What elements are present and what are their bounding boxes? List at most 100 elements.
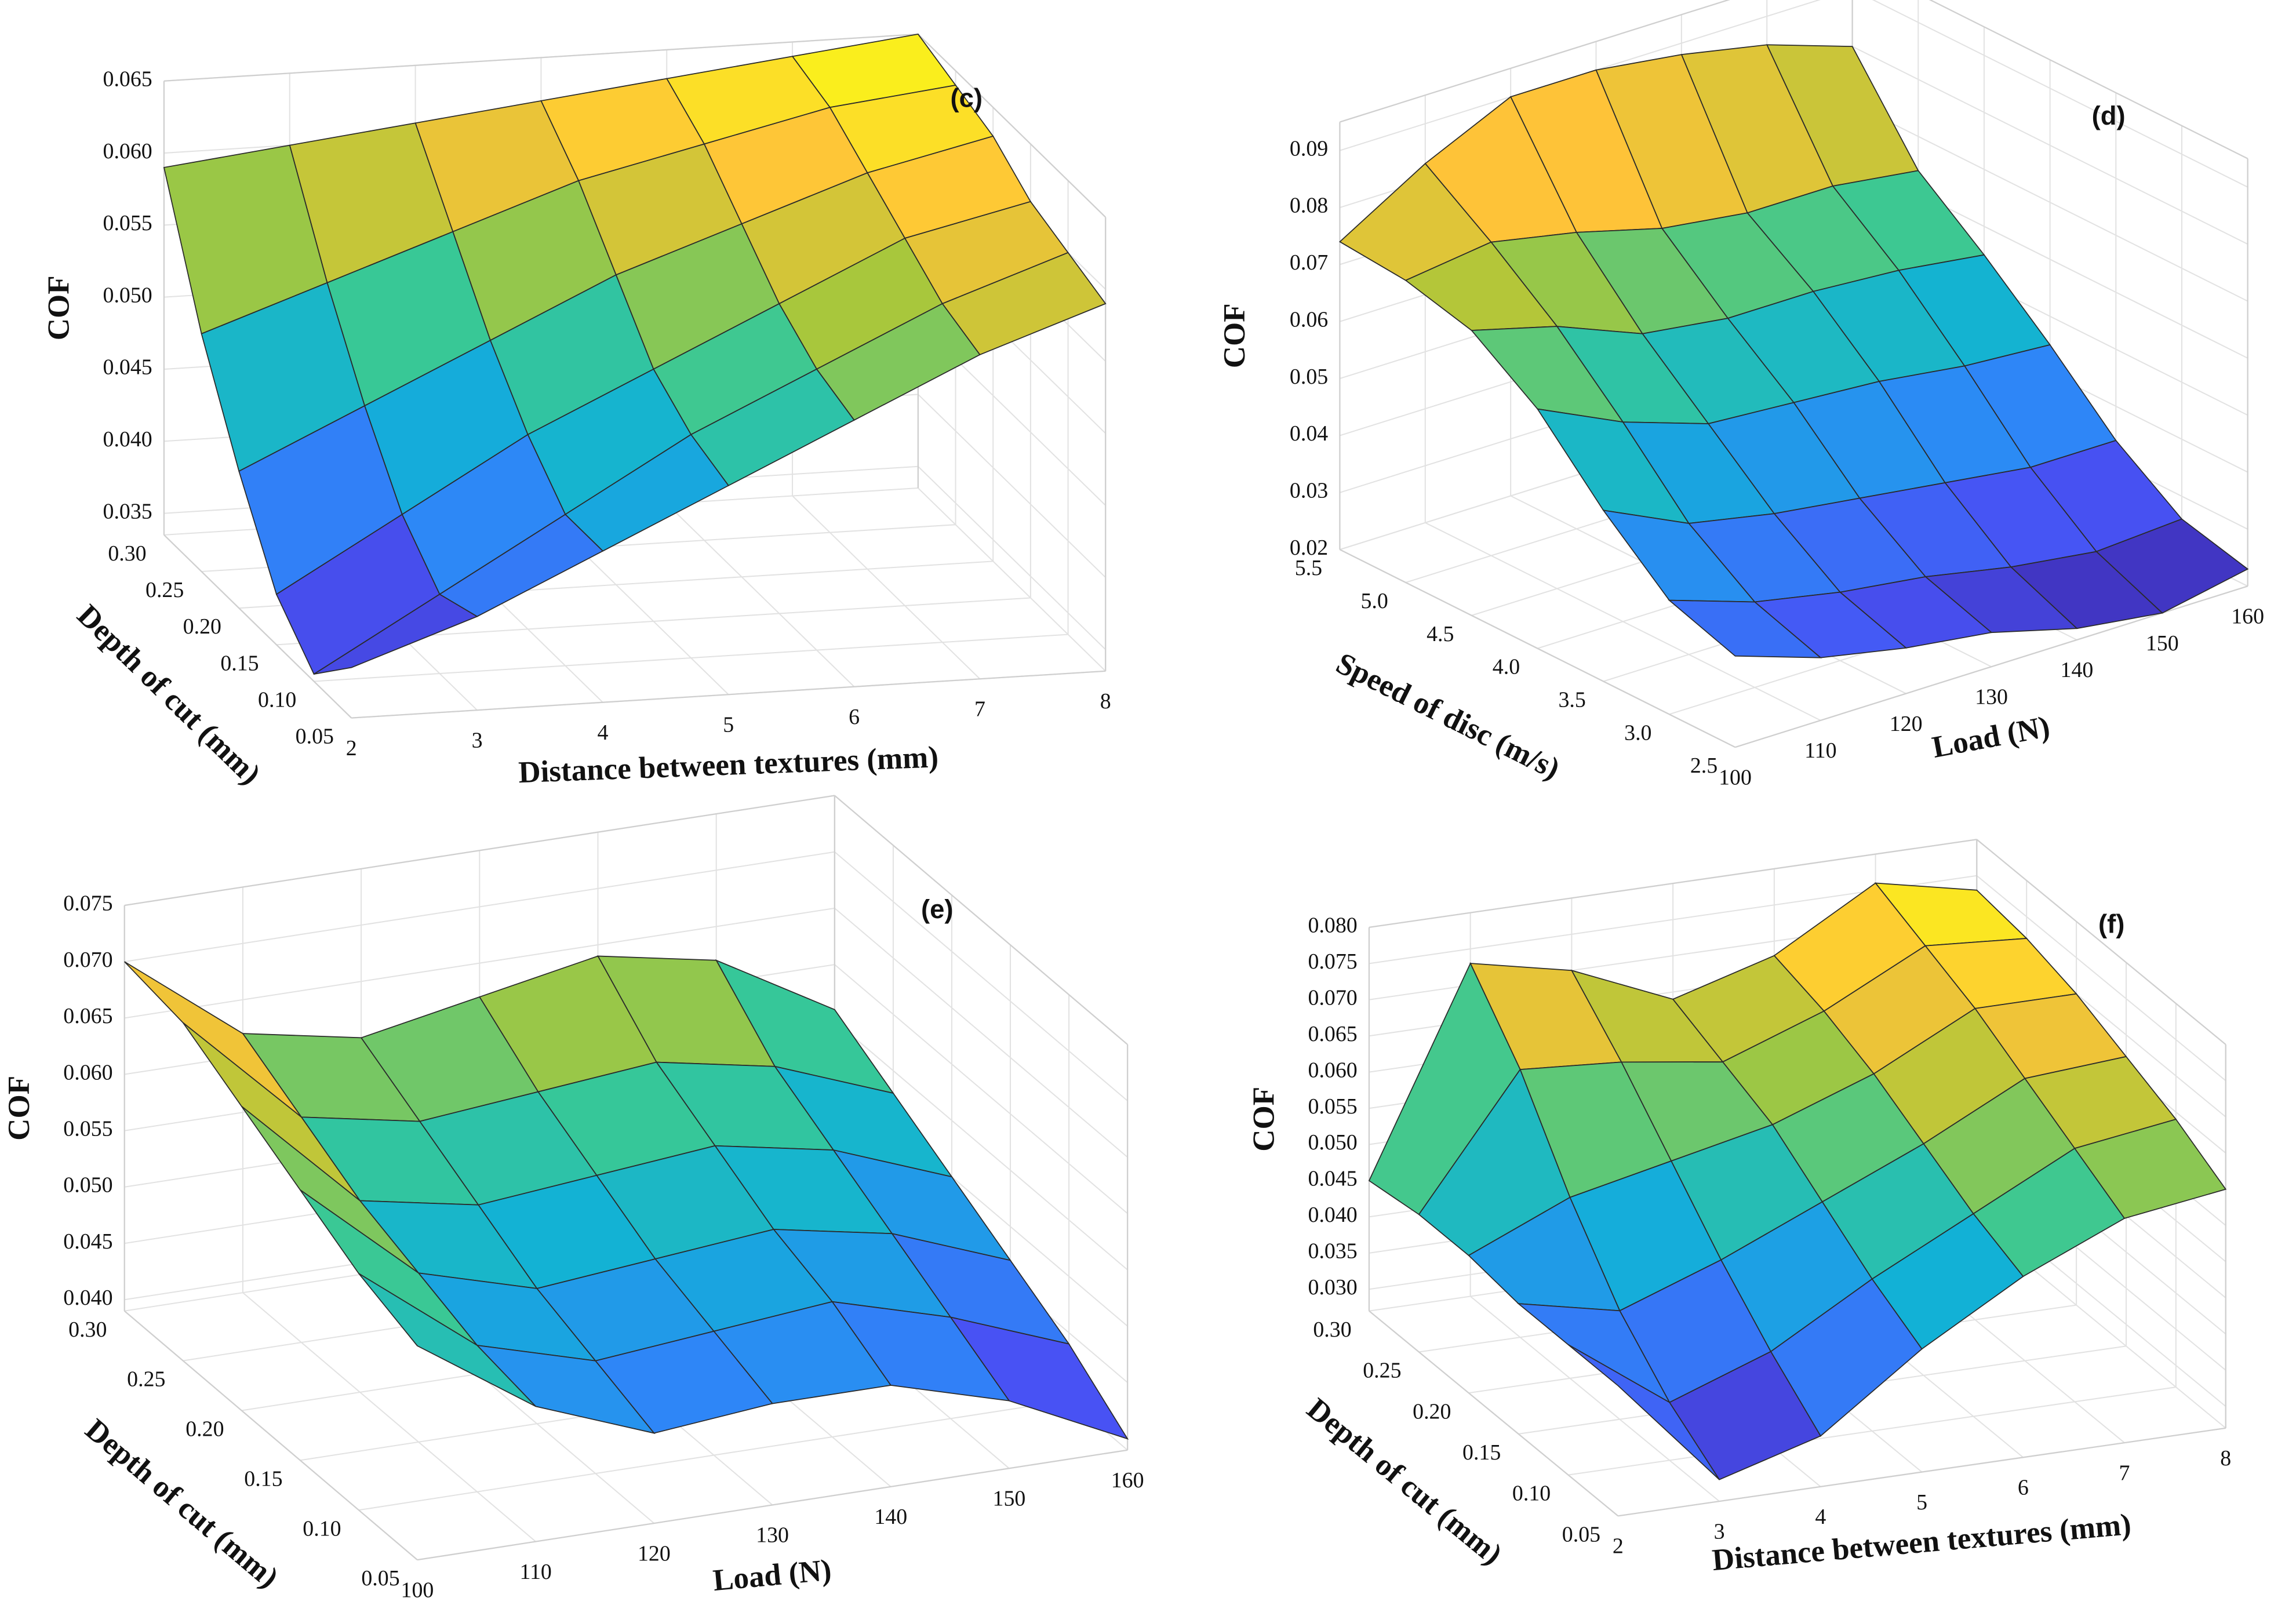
x-tick-label: 2 — [1613, 1534, 1624, 1559]
x-axis-label: Load (N) — [711, 1553, 832, 1598]
z-tick-label: 0.045 — [63, 1229, 112, 1254]
grid-line — [124, 907, 835, 1019]
y-tick-label: 0.30 — [108, 541, 146, 566]
x-tick-label: 120 — [1890, 712, 1923, 736]
axis-box — [123, 1310, 418, 1561]
x-tick-label: 150 — [2146, 631, 2179, 656]
y-tick-label: 0.15 — [1462, 1440, 1501, 1465]
x-tick-label: 3 — [1714, 1519, 1725, 1544]
y-tick-label: 0.25 — [1363, 1359, 1401, 1383]
y-tick-label: 2.5 — [1690, 754, 1718, 778]
z-tick-label: 0.02 — [1290, 536, 1328, 560]
grid-line — [242, 1292, 536, 1542]
y-axis-label: Depth of cut (mm) — [79, 1413, 285, 1595]
z-axis-label: COF — [2, 1076, 36, 1141]
z-tick-label: 0.06 — [1290, 307, 1328, 332]
z-tick-label: 0.070 — [63, 948, 112, 972]
y-tick-label: 4.0 — [1493, 655, 1520, 679]
z-tick-label: 0.08 — [1290, 194, 1328, 218]
x-tick-label: 140 — [2061, 658, 2094, 682]
y-tick-label: 0.25 — [145, 578, 184, 602]
x-axis-label: Distance between textures (mm) — [1711, 1508, 2132, 1577]
z-tick-label: 0.030 — [1308, 1275, 1358, 1300]
x-tick-label: 120 — [638, 1541, 671, 1566]
y-tick-label: 0.05 — [361, 1566, 399, 1590]
panel-label: (f) — [2098, 909, 2124, 938]
z-tick-label: 0.050 — [1308, 1130, 1358, 1155]
z-tick-label: 0.035 — [1308, 1239, 1358, 1264]
y-tick-label: 0.20 — [183, 614, 221, 639]
x-tick-label: 7 — [2119, 1461, 2130, 1485]
z-axis-label: COF — [1247, 1087, 1280, 1152]
axis-box — [1618, 1427, 2226, 1517]
axis-box — [1340, 0, 1730, 123]
axis-box — [163, 33, 918, 82]
z-tick-label: 0.065 — [1308, 1022, 1358, 1046]
axis-box — [1339, 549, 1735, 748]
grid-line — [1568, 1386, 2177, 1476]
surface-cell — [1668, 599, 1822, 658]
z-tick-label: 0.055 — [63, 1116, 112, 1141]
z-tick-label: 0.055 — [103, 211, 152, 235]
y-tick-label: 0.30 — [68, 1317, 107, 1342]
x-tick-label: 160 — [1111, 1468, 1144, 1493]
x-tick-label: 6 — [2018, 1476, 2029, 1500]
grid-line — [918, 466, 1106, 650]
grid-line — [1872, 0, 2248, 188]
grid-line — [834, 908, 1128, 1158]
z-tick-label: 0.04 — [1290, 421, 1328, 446]
x-tick-label: 8 — [1100, 689, 1111, 714]
axis-box — [417, 1449, 1128, 1561]
grid-line — [834, 964, 1128, 1214]
y-tick-label: 0.25 — [127, 1367, 165, 1392]
z-tick-label: 0.060 — [103, 139, 152, 163]
axis-box — [1929, 0, 2248, 159]
y-tick-label: 0.05 — [1562, 1522, 1600, 1546]
x-tick-label: 110 — [519, 1560, 551, 1584]
axis-box — [918, 34, 1107, 218]
z-tick-label: 0.03 — [1290, 478, 1328, 503]
z-tick-label: 0.040 — [103, 427, 152, 452]
x-tick-label: 130 — [756, 1523, 789, 1548]
z-tick-label: 0.075 — [1308, 949, 1358, 974]
z-tick-label: 0.070 — [1308, 985, 1358, 1010]
grid-line — [834, 1020, 1128, 1271]
x-tick-label: 5 — [723, 713, 734, 737]
y-axis-label: Depth of cut (mm) — [1301, 1392, 1509, 1571]
y-tick-label: 0.05 — [296, 725, 334, 749]
z-tick-label: 0.080 — [1308, 913, 1358, 938]
z-axis-label: COF — [1218, 303, 1251, 368]
x-tick-label: 3 — [472, 728, 483, 752]
z-tick-label: 0.050 — [103, 283, 152, 307]
y-tick-label: 5.5 — [1295, 556, 1322, 580]
y-tick-label: 0.10 — [1512, 1482, 1551, 1506]
surface-cell — [314, 594, 479, 675]
x-tick-label: 130 — [1975, 685, 2008, 709]
grid-line — [124, 851, 835, 963]
z-tick-label: 0.075 — [63, 891, 112, 916]
y-axis-label: Depth of cut (mm) — [71, 598, 267, 791]
grid-line — [1976, 875, 2226, 1082]
z-tick-label: 0.060 — [63, 1060, 112, 1084]
z-tick-label: 0.045 — [103, 355, 152, 380]
grid-line — [792, 495, 981, 680]
y-tick-label: 0.30 — [1313, 1317, 1351, 1342]
y-tick-label: 0.10 — [303, 1516, 341, 1541]
y-axis-label: Speed of disc (m/s) — [1331, 646, 1565, 786]
z-tick-label: 0.09 — [1290, 136, 1328, 161]
z-tick-label: 0.045 — [1308, 1167, 1358, 1191]
axis-box — [834, 795, 1128, 1045]
x-tick-label: 6 — [849, 705, 860, 729]
z-tick-label: 0.050 — [63, 1173, 112, 1198]
axis-box — [1976, 839, 2226, 1045]
y-tick-label: 0.15 — [244, 1466, 282, 1491]
x-tick-label: 8 — [2220, 1446, 2231, 1471]
z-tick-label: 0.065 — [63, 1004, 112, 1028]
grid-line — [1852, 46, 2248, 245]
z-tick-label: 0.060 — [1308, 1058, 1358, 1082]
surface-cell — [1567, 1344, 1720, 1480]
y-tick-label: 3.0 — [1624, 720, 1651, 745]
z-tick-label: 0.05 — [1290, 365, 1328, 389]
